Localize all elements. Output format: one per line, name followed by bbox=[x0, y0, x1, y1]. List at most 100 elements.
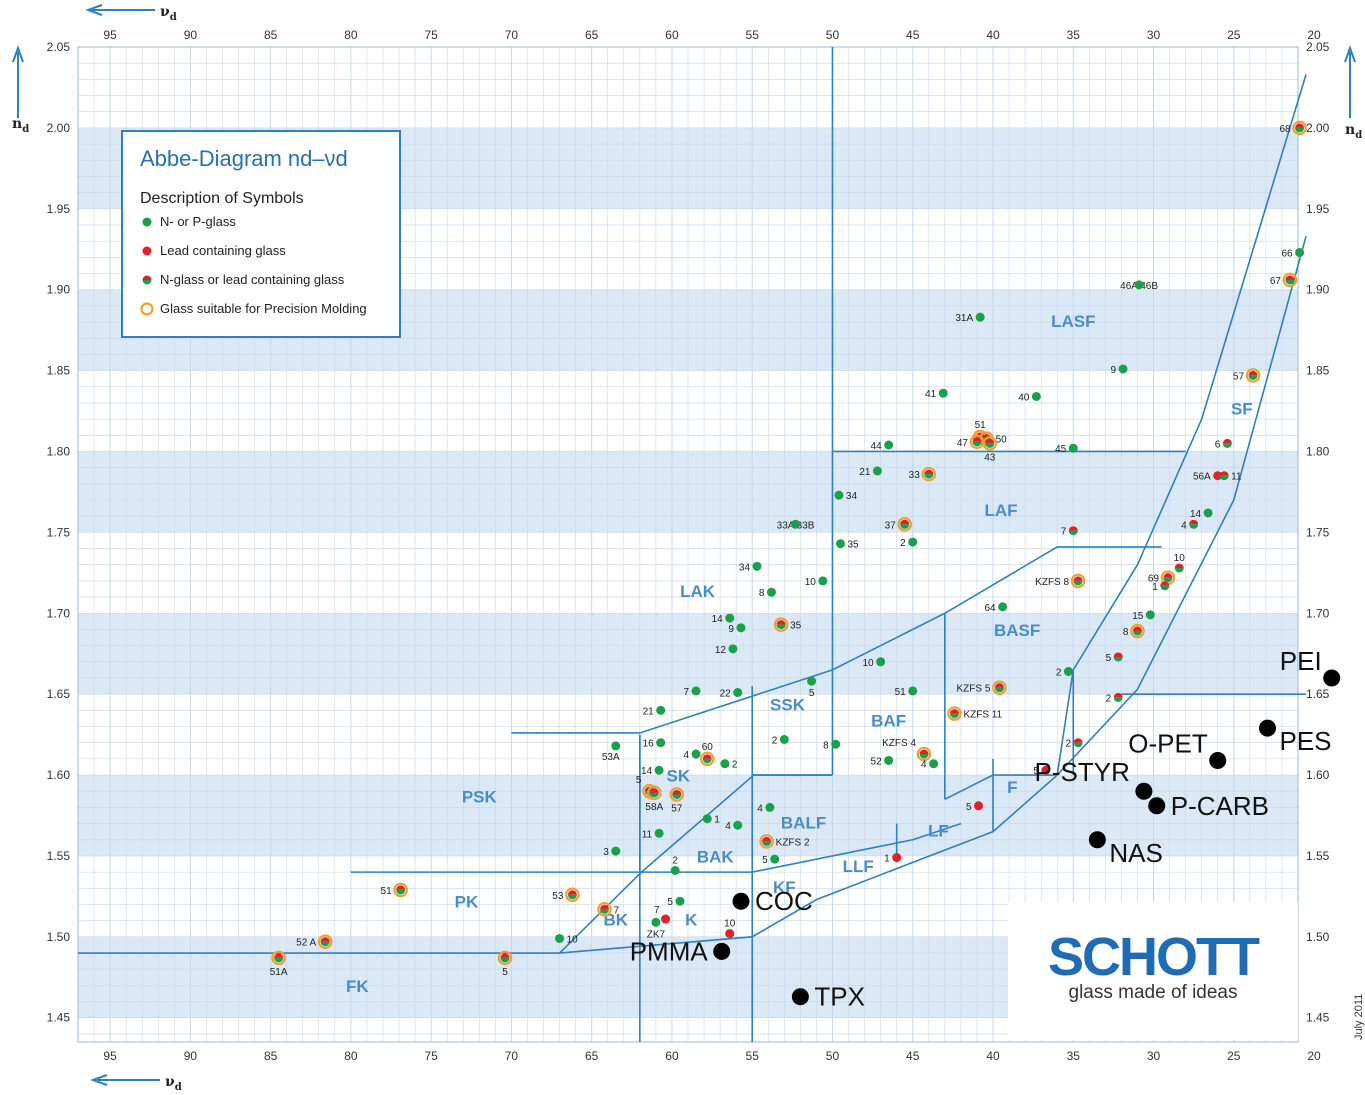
polymer-marker bbox=[713, 942, 731, 960]
glass-point-label: KZFS 5 bbox=[957, 684, 991, 695]
glass-point-marker-bottom bbox=[924, 474, 934, 479]
glass-point: KZFS 11 bbox=[947, 706, 1003, 721]
polymer-label: P-STYR bbox=[1035, 757, 1130, 787]
region-label: BAF bbox=[871, 712, 906, 731]
glass-point-marker bbox=[555, 933, 565, 943]
glass-point: KZFS 8 bbox=[1035, 573, 1086, 589]
molding-ring bbox=[597, 902, 612, 917]
molding-ring bbox=[393, 882, 408, 898]
polymer-label: O-PET bbox=[1128, 728, 1208, 758]
glass-point-label: 56A bbox=[1193, 472, 1211, 483]
legend-title: Abbe-Diagram nd–νd bbox=[140, 146, 348, 171]
legend-item-label: N-glass or lead containing glass bbox=[160, 272, 345, 287]
glass-point: 33 bbox=[909, 466, 937, 482]
region-label: BALF bbox=[781, 813, 826, 832]
glass-point-marker bbox=[1213, 471, 1223, 481]
left-arrow-bottom bbox=[90, 1074, 160, 1086]
glass-point-label: 31A bbox=[955, 313, 973, 324]
glass-point: 1 bbox=[702, 814, 720, 826]
glass-point-marker-top bbox=[396, 885, 406, 890]
y-tick-label-left: 1.75 bbox=[47, 525, 71, 539]
polymer-marker bbox=[732, 892, 750, 910]
glass-point-marker bbox=[929, 759, 939, 769]
glass-point: 68 bbox=[1279, 120, 1307, 136]
glass-point: 7 bbox=[597, 902, 620, 917]
molding-ring bbox=[1282, 272, 1298, 288]
region-label: FK bbox=[346, 977, 369, 996]
molding-ring bbox=[1245, 368, 1261, 383]
glass-point-marker bbox=[1041, 765, 1051, 775]
glass-point-marker bbox=[736, 623, 746, 633]
glass-point-marker bbox=[702, 814, 712, 824]
glass-point-label: ZK7 bbox=[647, 929, 666, 940]
grid-lines bbox=[77, 46, 1299, 1043]
y-tick-label-right: 1.80 bbox=[1306, 444, 1330, 458]
glass-point-marker-top bbox=[320, 937, 330, 942]
glass-point-label: 5 bbox=[1106, 653, 1112, 664]
glass-point-marker-bottom bbox=[1132, 631, 1142, 636]
glass-point-marker-bottom bbox=[1174, 567, 1184, 573]
glass-point: 60 bbox=[699, 742, 715, 767]
glass-point: 58A bbox=[645, 785, 664, 813]
y-tick-label-right: 1.75 bbox=[1306, 525, 1330, 539]
glass-point-label: 7 bbox=[1061, 527, 1067, 538]
y-tick-label-left: 1.50 bbox=[47, 930, 71, 944]
glass-point-label: 47 bbox=[957, 438, 969, 449]
glass-point-marker-bottom bbox=[1219, 475, 1229, 481]
glass-point: 2 bbox=[1106, 692, 1123, 704]
legend-item: Glass suitable for Precision Molding bbox=[140, 301, 367, 316]
glass-point-label: 15 bbox=[1132, 611, 1144, 622]
glass-point-label: 5 bbox=[966, 802, 972, 813]
glass-point-label: 4 bbox=[757, 803, 763, 814]
glass-point-marker-top bbox=[1295, 123, 1305, 128]
x-tick-label-bottom: 90 bbox=[184, 1049, 198, 1063]
glass-point-marker-top bbox=[972, 437, 982, 442]
glass-point: 66 bbox=[1281, 247, 1305, 259]
legend-item-label: Glass suitable for Precision Molding bbox=[160, 301, 367, 316]
glass-point-label: 7 bbox=[614, 905, 620, 916]
glass-point-marker bbox=[836, 539, 845, 549]
glass-point-label: 4 bbox=[921, 760, 927, 771]
glass-point-marker bbox=[654, 765, 664, 775]
glass-point: 41 bbox=[925, 388, 948, 400]
glass-point-label: KZFS 11 bbox=[963, 710, 1002, 721]
glass-point-label: 10 bbox=[724, 919, 736, 930]
glass-point: 14 bbox=[641, 765, 664, 777]
glass-point-marker-top bbox=[649, 788, 659, 793]
glass-point: 10 bbox=[863, 657, 886, 669]
glass-point: KZFS 2 bbox=[759, 834, 810, 849]
boundary-line bbox=[639, 822, 962, 873]
glass-point: 2 bbox=[1056, 667, 1073, 679]
glass-point-marker-bottom bbox=[1160, 585, 1170, 591]
glass-point: 2 bbox=[1066, 738, 1083, 750]
glass-point-label: 43 bbox=[984, 452, 996, 463]
x-tick-label-top: 45 bbox=[906, 28, 920, 42]
molding-ring bbox=[897, 516, 913, 532]
polymer-label: TPX bbox=[814, 982, 865, 1012]
glass-point-marker-top bbox=[949, 709, 959, 714]
glass-point-marker-bottom bbox=[1073, 742, 1083, 748]
glass-point-marker bbox=[1203, 508, 1213, 518]
polymer-point: COC bbox=[732, 886, 813, 916]
x-tick-label-top: 35 bbox=[1067, 28, 1081, 42]
molding-ring bbox=[921, 466, 937, 482]
polymer-label: P-CARB bbox=[1171, 791, 1269, 821]
glass-point: 8 bbox=[823, 739, 841, 751]
region-label: LAK bbox=[680, 582, 716, 601]
glass-point-marker bbox=[720, 759, 730, 769]
plot-frame bbox=[77, 46, 1299, 1043]
y-tick-label-right: 1.95 bbox=[1306, 202, 1330, 216]
glass-point-marker bbox=[884, 440, 894, 450]
polymer-label: COC bbox=[755, 886, 813, 916]
glass-point-label: 7 bbox=[654, 905, 660, 916]
polymer-label: PEI bbox=[1280, 646, 1322, 676]
polymer-marker bbox=[791, 988, 809, 1006]
glass-point-marker-top bbox=[1248, 370, 1258, 376]
y-tick-label-right: 1.70 bbox=[1306, 606, 1330, 620]
x-tick-label-bottom: 35 bbox=[1067, 1049, 1081, 1063]
glass-point: 4 bbox=[757, 802, 775, 814]
molding-ring bbox=[1130, 623, 1145, 639]
glass-type-region-labels: LASF SF LAF BASF LAK SSK BAF SK PSK BALF BAK F LF LLF… bbox=[346, 312, 1253, 996]
glass-point: KZFS 4 bbox=[882, 738, 932, 762]
glass-point-label: 69 bbox=[1148, 574, 1160, 585]
